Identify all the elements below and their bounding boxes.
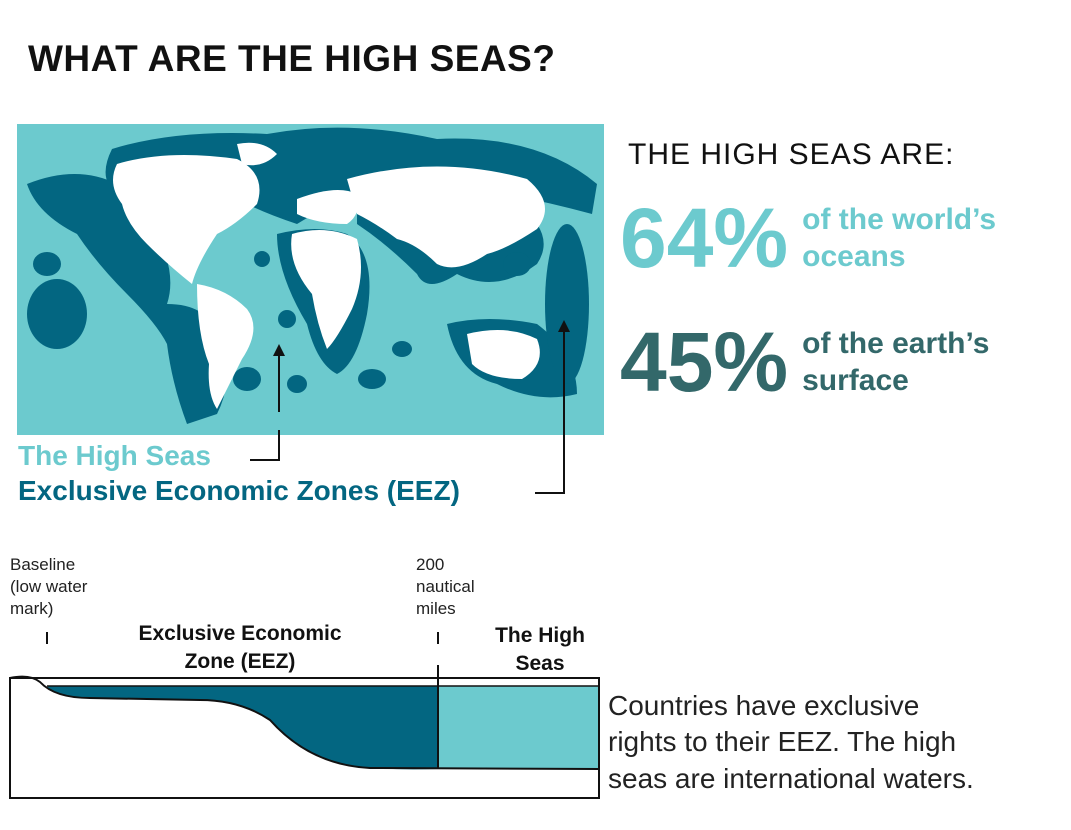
eez-section-label: Exclusive Economic Zone (EEZ) [138, 622, 342, 674]
stat-description: of the world’s oceans [802, 202, 997, 274]
stat-description: of the earth’s surface [802, 326, 990, 398]
stat-value: 64% [620, 191, 789, 285]
legend-high-seas: The High Seas [18, 440, 211, 471]
page-title: WHAT ARE THE HIGH SEAS? [28, 38, 556, 79]
legend-connectors [250, 430, 565, 494]
world-map-graphic [27, 127, 598, 435]
stat-oceans: 64% of the world’s oceans [620, 196, 996, 280]
high-seas-arrowhead-icon [273, 344, 285, 356]
high-seas-water-region [438, 686, 599, 769]
nautical-miles-label: 200 nautical miles [416, 555, 475, 619]
high-seas-section-label: The High Seas [495, 624, 585, 676]
cross-section-diagram [9, 632, 600, 799]
continents [113, 142, 545, 409]
caption-text: Countries have exclusive rights to their… [608, 690, 974, 794]
eez-water-region [47, 686, 438, 770]
stat-surface: 45% of the earth’s surface [620, 320, 989, 404]
world-map [17, 124, 604, 435]
legend-eez: Exclusive Economic Zones (EEZ) [18, 475, 460, 506]
baseline-label: Baseline (low water mark) [10, 555, 88, 619]
eez-arrowhead-icon [558, 320, 570, 332]
stat-value: 45% [620, 315, 789, 409]
stats-heading: THE HIGH SEAS ARE: [628, 138, 955, 171]
